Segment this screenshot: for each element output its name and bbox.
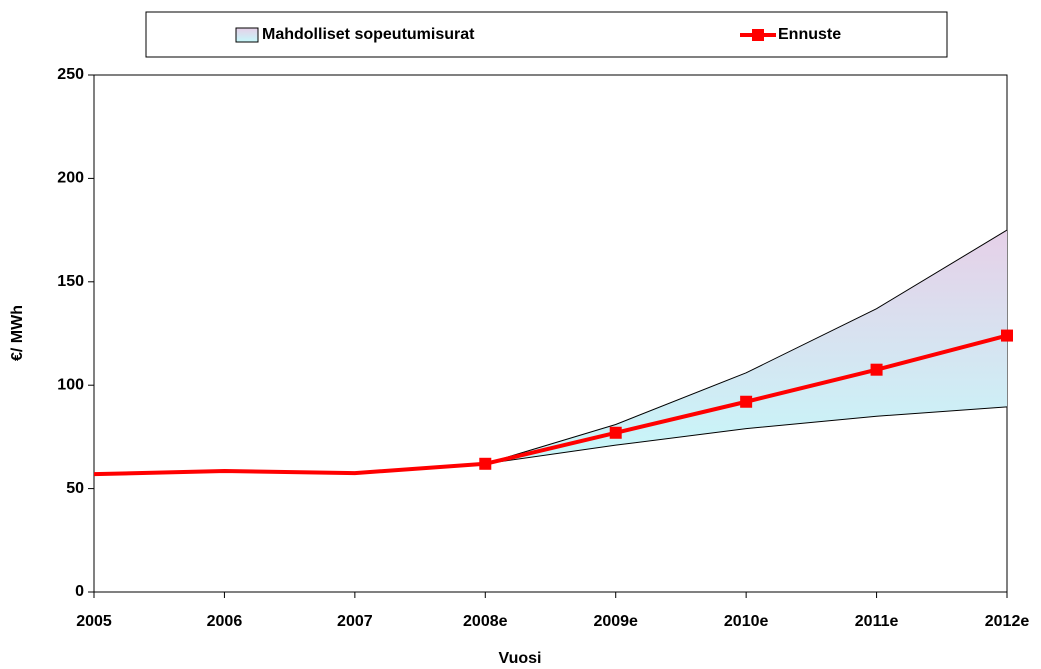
legend-swatch xyxy=(235,27,259,43)
y-tick-label: 200 xyxy=(57,170,84,187)
y-tick-label: 250 xyxy=(57,66,84,83)
band-edge xyxy=(485,229,1008,465)
legend-marker xyxy=(752,29,764,41)
x-tick-label: 2007 xyxy=(337,613,373,630)
x-tick-label: 2010e xyxy=(724,613,769,630)
marker xyxy=(740,395,753,408)
x-tick-label: 2011e xyxy=(855,613,899,630)
marker xyxy=(609,426,622,439)
y-tick-label: 150 xyxy=(57,273,84,290)
x-tick-label: 2009e xyxy=(593,613,638,630)
x-tick-label: 2008e xyxy=(463,613,508,630)
legend-label: Ennuste xyxy=(778,26,841,43)
y-tick-label: 0 xyxy=(75,583,84,600)
legend-box xyxy=(145,11,948,58)
y-tick-label: 100 xyxy=(57,376,84,393)
marker xyxy=(479,457,492,470)
x-tick-label: 2006 xyxy=(207,613,243,630)
y-axis-label: €/ MWh xyxy=(9,305,26,361)
x-tick-label: 2005 xyxy=(76,613,112,630)
band-edge xyxy=(485,406,1008,465)
x-tick-label: 2012e xyxy=(985,613,1030,630)
y-tick-label: 50 xyxy=(66,480,84,497)
x-axis-label: Vuosi xyxy=(499,650,542,667)
marker xyxy=(870,363,883,376)
band-area xyxy=(485,230,1007,464)
marker xyxy=(1001,329,1013,342)
legend-label: Mahdolliset sopeutumisurat xyxy=(262,26,475,43)
line xyxy=(93,461,486,477)
